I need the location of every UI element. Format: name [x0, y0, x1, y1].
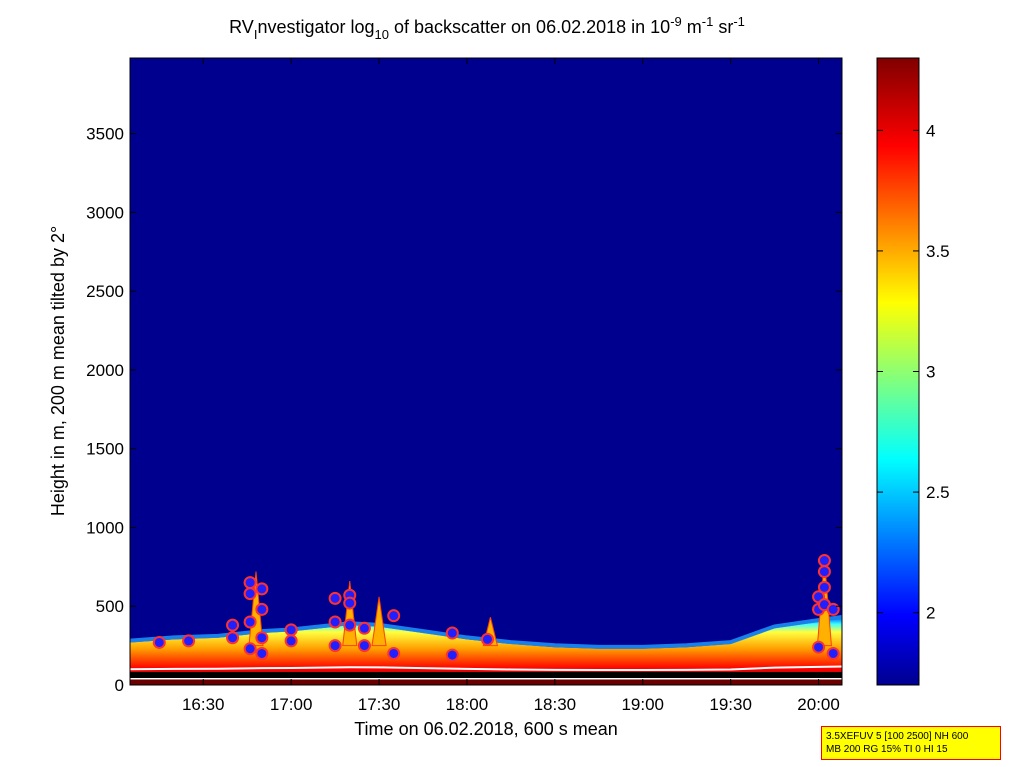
title-part: I [254, 27, 258, 42]
cloud-marker [826, 646, 840, 660]
x-tick-label: 18:00 [446, 695, 489, 714]
cloud-marker [328, 615, 342, 629]
cloud-marker [152, 635, 166, 649]
colorbar-tick-label: 3 [926, 363, 935, 382]
chart-title: RVInvestigator log10 of backscatter on 0… [229, 14, 745, 42]
y-tick-label: 2500 [86, 282, 124, 301]
cloud-marker [480, 632, 494, 646]
x-tick-label: 17:30 [358, 695, 401, 714]
y-axis-label: Height in m, 200 m mean tilted by 2° [48, 226, 68, 516]
x-tick-label: 20:00 [797, 695, 840, 714]
cloud-marker [255, 631, 269, 645]
y-tick-label: 1500 [86, 440, 124, 459]
info-line-1: 3.5XEFUV 5 [100 2500] NH 600 [826, 731, 969, 742]
cloud-marker [284, 623, 298, 637]
y-tick-label: 3000 [86, 203, 124, 222]
info-line-2: MB 200 RG 15% TI 0 HI 15 [826, 744, 948, 755]
cloud-marker [243, 587, 257, 601]
cloud-marker [343, 596, 357, 610]
cloud-marker [243, 642, 257, 656]
colorbar-tick-label: 2.5 [926, 483, 950, 502]
y-tick-label: 1000 [86, 518, 124, 537]
info-box: 3.5XEFUV 5 [100 2500] NH 600 MB 200 RG 1… [821, 726, 1001, 760]
mixing-height-line [130, 665, 842, 672]
cloud-marker [328, 639, 342, 653]
cloud-marker [243, 576, 257, 590]
cloud-marker [826, 602, 840, 616]
y-tick-label: 2000 [86, 361, 124, 380]
title-part: -1 [733, 14, 745, 29]
title-part: -9 [670, 14, 682, 29]
title-part: 10 [375, 27, 389, 42]
colorbar: 2 2.5 3 3.5 4 [876, 57, 950, 686]
cloud-marker [357, 621, 371, 635]
x-axis-label: Time on 06.02.2018, 600 s mean [354, 719, 618, 739]
cloud-marker [387, 609, 401, 623]
cloud-marker [817, 580, 831, 594]
ground-band [130, 673, 842, 685]
backscatter-spike [371, 596, 387, 647]
cloud-marker [343, 618, 357, 632]
x-tick-label: 19:00 [621, 695, 664, 714]
title-part: m [682, 17, 702, 37]
cloud-marker [817, 554, 831, 568]
x-axis: 16:30 17:00 17:30 18:00 18:30 19:00 19:30 20:00 [182, 58, 840, 714]
title-part: RV [229, 17, 254, 37]
title-part: sr [713, 17, 733, 37]
y-axis: 0 500 1000 1500 2000 2500 3000 3500 [86, 125, 842, 695]
cloud-marker [255, 582, 269, 596]
cloud-marker [445, 626, 459, 640]
cloud-marker [445, 648, 459, 662]
cloud-marker [255, 646, 269, 660]
title-part: -1 [702, 14, 714, 29]
title-part: nvestigator log [257, 17, 374, 37]
plot-frame [129, 57, 843, 686]
y-tick-label: 500 [96, 597, 124, 616]
colorbar-tick-label: 2 [926, 604, 935, 623]
cloud-marker [387, 646, 401, 660]
cloud-marker [226, 631, 240, 645]
y-tick-label: 0 [115, 676, 124, 695]
cloud-marker [255, 602, 269, 616]
x-tick-label: 16:30 [182, 695, 225, 714]
cloud-marker [226, 618, 240, 632]
cloud-marker [284, 634, 298, 648]
colorbar-gradient [876, 57, 920, 686]
x-tick-label: 17:00 [270, 695, 313, 714]
cloud-markers [152, 554, 840, 662]
colorbar-tick-label: 3.5 [926, 242, 950, 261]
cloud-marker [182, 634, 196, 648]
cloud-marker [357, 639, 371, 653]
colorbar-tick-label: 4 [926, 121, 935, 140]
cloud-marker [243, 615, 257, 629]
cloud-marker [812, 640, 826, 654]
cloud-marker [817, 565, 831, 579]
colorbar-ticks: 2 2.5 3 3.5 4 [877, 121, 950, 623]
x-tick-label: 19:30 [709, 695, 752, 714]
heatmap-background [130, 58, 842, 685]
y-tick-label: 3500 [86, 125, 124, 144]
title-part: of backscatter on 06.02.2018 in 10 [389, 17, 670, 37]
cloud-marker [328, 591, 342, 605]
plot-area [129, 57, 843, 686]
x-tick-label: 18:30 [534, 695, 577, 714]
